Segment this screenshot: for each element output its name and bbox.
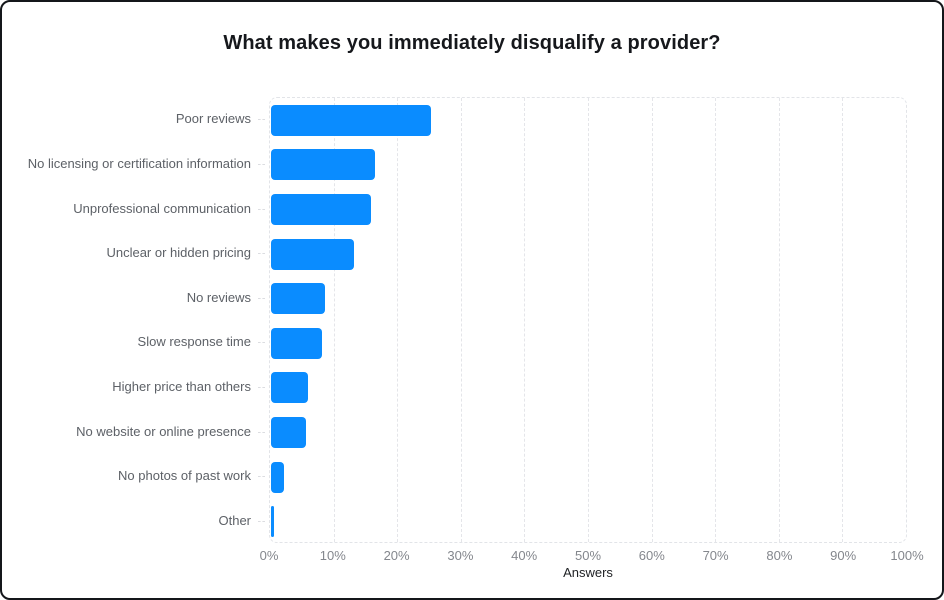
x-tick-label: 0% [259,548,279,563]
category-label: Poor reviews [175,111,251,127]
bar-unclear-or-hidden-pricing [271,238,354,270]
x-axis-title: Answers [563,565,613,580]
gridline-10% [333,98,335,542]
x-tick-label: 20% [383,548,410,563]
y-axis-tick [258,520,265,522]
gridline-20% [397,98,399,542]
x-tick-label: 50% [574,548,602,563]
y-axis-tick [258,297,265,299]
gridline-60% [651,98,653,542]
bar-no-licensing-or-certification-information [271,149,376,181]
bar-higher-price-than-others [271,372,308,404]
y-axis-tick [258,476,265,478]
category-label: No photos of past work [118,468,251,484]
gridline-90% [842,98,844,542]
y-axis-tick [258,253,265,255]
bar-slow-response-time [271,327,322,359]
gridline-70% [715,98,717,542]
category-label: Unprofessional communication [73,200,251,216]
bar-unprofessional-communication [271,194,371,225]
x-tick-label: 10% [319,548,346,563]
y-axis-tick [258,431,265,433]
y-axis-tick [258,119,265,121]
bar-no-website-or-online-presence [271,417,306,448]
gridline-80% [778,98,780,542]
category-label: Other [218,512,251,528]
plot-area [269,97,907,543]
y-axis-tick [258,163,265,165]
y-axis-tick [258,342,265,344]
gridline-50% [588,98,589,542]
category-label: No licensing or certification informatio… [27,155,251,171]
x-tick-label: 90% [830,548,857,563]
gridline-40% [524,98,526,542]
y-axis-tick [258,208,265,210]
category-label: Higher price than others [112,378,251,394]
x-tick-label: 60% [638,548,665,563]
bar-other [271,506,274,538]
y-axis-tick [258,386,265,388]
x-tick-label: 100% [890,548,924,563]
x-tick-label: 70% [702,548,729,563]
x-tick-label: 40% [511,548,538,563]
gridline-30% [460,98,462,542]
category-label: No website or online presence [76,423,251,439]
x-tick-label: 30% [447,548,474,563]
category-label: Slow response time [137,334,251,350]
bar-poor-reviews [271,104,432,136]
category-label: No reviews [186,289,251,305]
bar-no-reviews [271,283,326,315]
category-label: Unclear or hidden pricing [106,245,251,261]
bar-no-photos-of-past-work [271,461,285,493]
x-tick-label: 80% [766,548,793,563]
chart-title: What makes you immediately disqualify a … [223,32,721,54]
